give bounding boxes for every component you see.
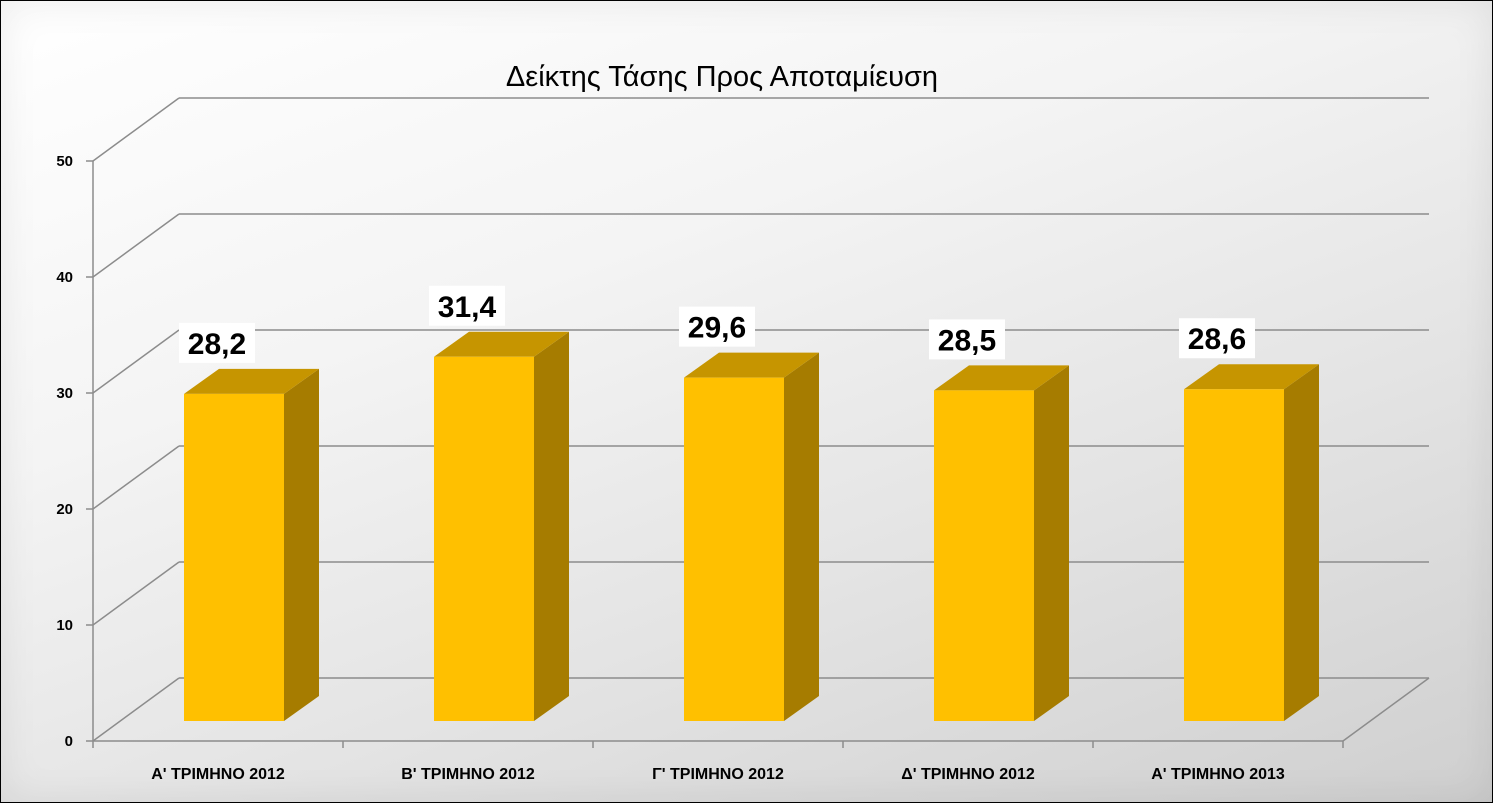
bar-top bbox=[684, 352, 819, 378]
bar-front bbox=[184, 393, 284, 721]
bar-side bbox=[1034, 365, 1069, 721]
bar-top bbox=[434, 331, 569, 357]
bar bbox=[934, 365, 1069, 721]
data-label-box bbox=[679, 306, 755, 347]
y-tick-label: 20 bbox=[56, 501, 73, 518]
chart-title: Δείκτης Τάσης Προς Αποταμίευση bbox=[506, 61, 938, 93]
data-label: 29,6 bbox=[688, 312, 746, 345]
y-tick-label: 0 bbox=[65, 733, 73, 750]
x-tick-label: Γ' ΤΡΙΜΗΝΟ 2012 bbox=[652, 766, 784, 783]
gridline-side bbox=[92, 329, 180, 394]
data-label: 28,2 bbox=[188, 328, 246, 361]
bar-side bbox=[284, 368, 319, 721]
data-label: 31,4 bbox=[438, 291, 497, 324]
bar-front bbox=[684, 377, 784, 721]
bar bbox=[434, 331, 569, 721]
bar-side bbox=[1284, 364, 1319, 721]
floor-edge bbox=[1342, 677, 1430, 742]
y-tick-label: 50 bbox=[56, 153, 73, 170]
bar-top bbox=[184, 368, 319, 394]
data-label-box bbox=[429, 285, 505, 326]
data-label: 28,5 bbox=[938, 324, 996, 357]
bar bbox=[684, 352, 819, 721]
x-tick-label: Δ' ΤΡΙΜΗΝΟ 2012 bbox=[901, 766, 1035, 783]
gridline-side bbox=[92, 677, 180, 742]
y-tick-label: 10 bbox=[56, 617, 73, 634]
bar bbox=[1184, 364, 1319, 721]
gridline-side bbox=[92, 97, 180, 162]
bar-top bbox=[934, 365, 1069, 391]
bar-front bbox=[934, 390, 1034, 721]
bar-front bbox=[434, 356, 534, 721]
y-tick-label: 40 bbox=[56, 269, 73, 286]
x-tick-label: Α' ΤΡΙΜΗΝΟ 2013 bbox=[1151, 766, 1285, 783]
data-label-box bbox=[179, 322, 255, 363]
gridline-side bbox=[92, 561, 180, 626]
data-label: 28,6 bbox=[1188, 323, 1246, 356]
bar-side bbox=[534, 331, 569, 721]
bar-side bbox=[784, 352, 819, 721]
x-tick-label: Α' ΤΡΙΜΗΝΟ 2012 bbox=[151, 766, 285, 783]
bar bbox=[184, 368, 319, 721]
data-label-box bbox=[929, 319, 1005, 360]
x-tick-label: Β' ΤΡΙΜΗΝΟ 2012 bbox=[401, 766, 535, 783]
bars bbox=[184, 331, 1319, 721]
data-labels: 28,2 31,4 29,6 28,5 28,6 bbox=[179, 285, 1255, 363]
data-label-box bbox=[1179, 318, 1255, 359]
gridline-side bbox=[92, 213, 180, 278]
y-tick-label: 30 bbox=[56, 385, 73, 402]
axes: 0 10 20 30 40 50 Α' ΤΡΙΜΗΝΟ 2012 Β' ΤΡΙΜΗΝΟ 201… bbox=[56, 153, 1344, 783]
gridline-side bbox=[92, 445, 180, 510]
bar-front bbox=[1184, 389, 1284, 721]
bar-top bbox=[1184, 364, 1319, 390]
